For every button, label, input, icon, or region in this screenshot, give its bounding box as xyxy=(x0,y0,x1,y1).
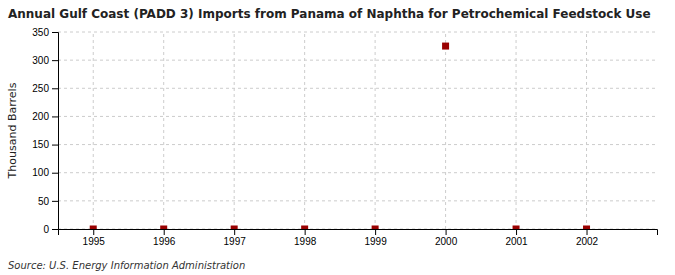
x-tick-mark xyxy=(234,229,235,235)
point xyxy=(160,226,167,230)
x-axis: 1995 1996 1997 1998 1999 2000 2001 2002 xyxy=(59,229,658,247)
y-tick-mark xyxy=(52,60,58,61)
point xyxy=(90,226,97,230)
y-tick: 350 xyxy=(32,27,58,38)
x-tick-mark xyxy=(587,229,588,235)
point xyxy=(442,43,449,50)
y-tick-mark xyxy=(52,116,58,117)
y-tick: 250 xyxy=(32,83,58,94)
grid-line-y xyxy=(58,60,657,61)
y-tick-label: 150 xyxy=(32,139,49,150)
grid-line-x xyxy=(304,32,305,229)
x-tick-label: 1999 xyxy=(364,236,387,247)
x-tick-mark xyxy=(375,229,376,235)
grid-line-x xyxy=(163,32,164,229)
x-tick: 2000 xyxy=(435,229,458,247)
y-tick-mark xyxy=(52,32,58,33)
grid xyxy=(58,32,657,229)
x-tick-mark xyxy=(93,229,94,235)
y-tick-mark xyxy=(52,201,58,202)
x-tick: 1997 xyxy=(224,229,247,247)
y-axis-label: Thousand Barrels xyxy=(6,82,19,179)
x-tick-mark xyxy=(446,229,447,235)
y-tick-label: 0 xyxy=(43,224,49,235)
x-tick-label: 1995 xyxy=(83,236,106,247)
x-tick-label: 1998 xyxy=(294,236,317,247)
x-tick-mark xyxy=(164,229,165,235)
x-tick-label: 1997 xyxy=(224,236,247,247)
grid-line-x xyxy=(586,32,587,229)
y-axis-line xyxy=(52,33,59,230)
point xyxy=(583,226,590,230)
x-tick-label: 2000 xyxy=(435,236,458,247)
grid-line-y xyxy=(58,32,657,33)
grid-line-y xyxy=(58,88,657,89)
x-tick-mark xyxy=(305,229,306,235)
y-axis: 0 50 100 150 200 250 300 350 xyxy=(32,27,58,235)
y-tick: 300 xyxy=(32,55,58,66)
grid-line-y xyxy=(58,144,657,145)
grid-line-x xyxy=(445,32,446,229)
x-tick-label: 1996 xyxy=(153,236,176,247)
x-tick: 1995 xyxy=(83,229,106,247)
y-tick-mark xyxy=(52,229,58,230)
x-tick: 1996 xyxy=(153,229,176,247)
y-tick: 0 xyxy=(43,224,58,235)
point xyxy=(231,226,238,230)
grid-line-x xyxy=(375,32,376,229)
grid-line-y xyxy=(58,116,657,117)
x-tick-mark xyxy=(516,229,517,235)
grid-line-x xyxy=(93,32,94,229)
x-tick: 1999 xyxy=(364,229,387,247)
grid-line-y xyxy=(58,200,657,201)
y-tick: 150 xyxy=(32,139,58,150)
y-tick-label: 50 xyxy=(38,196,50,207)
y-tick-mark xyxy=(52,173,58,174)
y-tick-label: 350 xyxy=(32,27,49,38)
y-tick-label: 250 xyxy=(32,83,49,94)
y-tick: 100 xyxy=(32,167,58,178)
x-axis-line xyxy=(59,230,658,236)
y-tick-mark xyxy=(52,88,58,89)
y-tick-label: 300 xyxy=(32,55,49,66)
grid-line-y xyxy=(58,172,657,173)
y-tick: 200 xyxy=(32,111,58,122)
chart: Annual Gulf Coast (PADD 3) Imports from … xyxy=(0,0,675,275)
y-tick-label: 100 xyxy=(32,167,49,178)
point xyxy=(513,226,520,230)
annotation: Source: U.S. Energy Information Administ… xyxy=(8,260,245,271)
y-tick-label: 200 xyxy=(32,111,49,122)
point xyxy=(301,226,308,230)
y-tick: 50 xyxy=(38,196,58,207)
y-tick-mark xyxy=(52,145,58,146)
point xyxy=(372,226,379,230)
title: Annual Gulf Coast (PADD 3) Imports from … xyxy=(8,7,651,21)
plot-area xyxy=(90,43,590,229)
grid-line-x xyxy=(516,32,517,229)
x-tick-label: 2002 xyxy=(576,236,599,247)
x-tick-label: 2001 xyxy=(505,236,528,247)
grid-line-x xyxy=(234,32,235,229)
x-tick: 2001 xyxy=(505,229,528,247)
x-tick: 1998 xyxy=(294,229,317,247)
x-tick: 2002 xyxy=(576,229,599,247)
